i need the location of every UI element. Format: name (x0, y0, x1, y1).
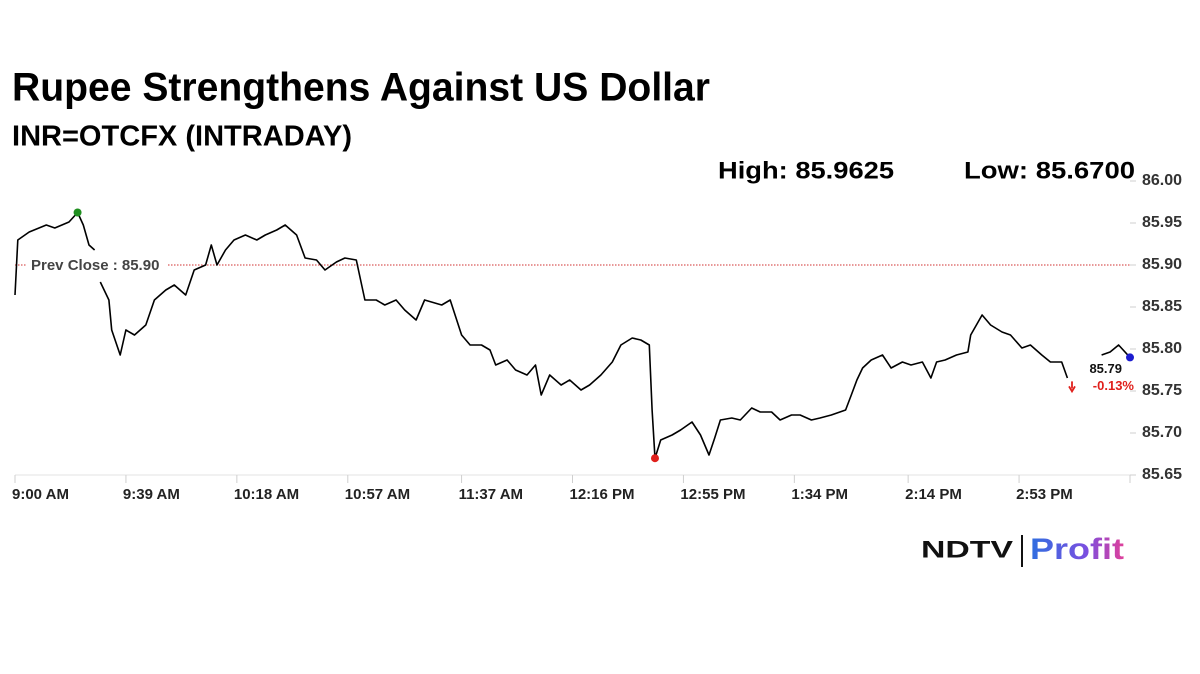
logo-ndtv: NDTV (921, 536, 1013, 563)
x-tick-label: 12:55 PM (680, 486, 745, 503)
x-tick-label: 2:53 PM (1016, 486, 1073, 503)
x-tick-label: 2:14 PM (905, 486, 962, 503)
x-tick-label: 1:34 PM (791, 486, 848, 503)
y-tick-label: 86.00 (1142, 172, 1182, 189)
x-tick-label: 10:57 AM (345, 486, 410, 503)
logo: NDTV Profit (921, 533, 1124, 567)
y-tick-label: 85.70 (1142, 424, 1182, 441)
y-tick-label: 85.95 (1142, 214, 1182, 231)
last-value-label: 85.79 (1089, 361, 1122, 376)
price-line (14, 211, 1131, 459)
prev-close-label-bg (27, 254, 167, 276)
last-marker (1126, 353, 1134, 362)
y-tick-label: 85.80 (1142, 340, 1182, 357)
x-tick-label: 12:16 PM (570, 486, 635, 503)
low-marker (650, 454, 659, 463)
x-tick-label: 9:39 AM (123, 486, 180, 503)
high-label: High: 85.9625 (718, 157, 894, 184)
high-marker (73, 208, 82, 217)
chart-title: Rupee Strengthens Against US Dollar (12, 66, 710, 110)
x-tick-label: 11:37 AM (459, 486, 523, 503)
chart-subtitle: INR=OTCFX (INTRADAY) (12, 121, 352, 153)
x-tick-label: 10:18 AM (234, 486, 299, 503)
change-arrow (1068, 381, 1076, 394)
y-tick-label: 85.90 (1142, 256, 1182, 273)
y-tick-label: 85.65 (1142, 466, 1182, 483)
prev-close-label: Prev Close : 85.90 (31, 257, 159, 274)
y-tick-label: 85.85 (1142, 298, 1182, 315)
logo-profit: Profit (1030, 533, 1124, 566)
x-tick-label: 9:00 AM (12, 486, 69, 503)
low-label: Low: 85.6700 (964, 157, 1135, 184)
y-tick-label: 85.75 (1142, 382, 1182, 399)
change-label: -0.13% (1093, 378, 1135, 393)
